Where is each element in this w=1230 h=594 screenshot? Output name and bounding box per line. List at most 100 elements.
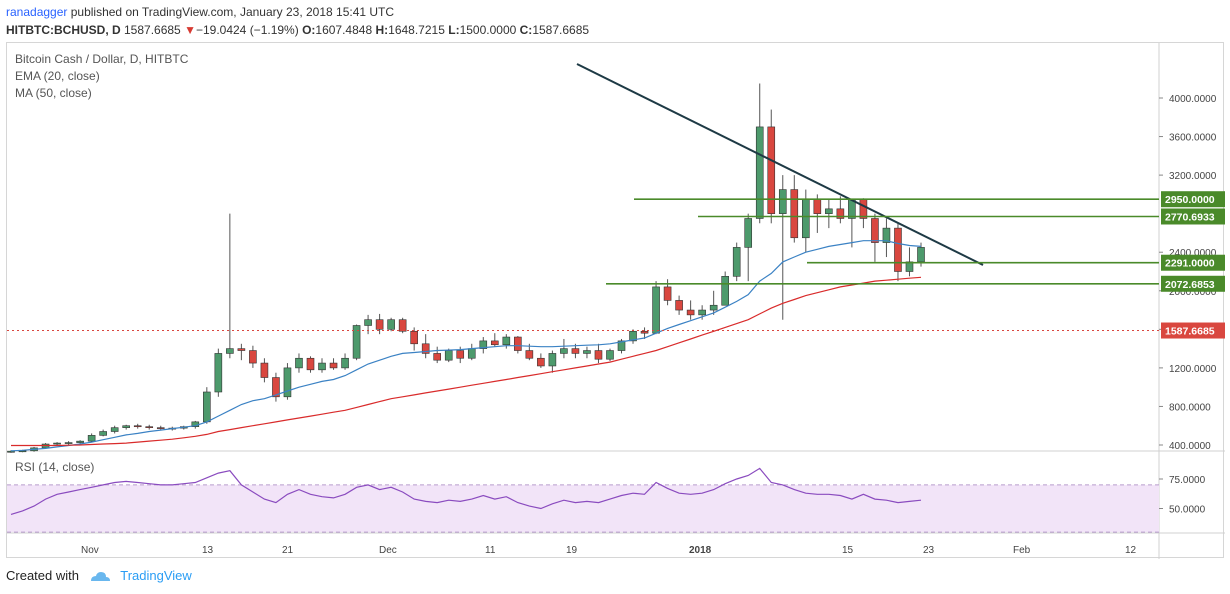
- candle-body: [272, 377, 280, 398]
- chart-legend: Bitcoin Cash / Dollar, D, HITBTC EMA (20…: [15, 51, 188, 102]
- x-tick-label: 13: [202, 545, 214, 556]
- low-value: 1500.0000: [459, 23, 517, 37]
- candle-body: [237, 348, 246, 351]
- candle-body: [732, 247, 741, 277]
- candle-body: [778, 189, 787, 214]
- candle-body: [421, 343, 430, 354]
- candle-body: [917, 247, 925, 263]
- y-tick-label: 1200.0000: [1169, 364, 1217, 375]
- author-link[interactable]: ranadagger: [6, 5, 68, 19]
- open-value: 1607.4848: [315, 23, 373, 37]
- candle-body: [871, 218, 879, 243]
- candle-body: [410, 330, 418, 345]
- candle-body: [341, 357, 349, 369]
- candle-body: [825, 208, 833, 214]
- level-label: 2291.0000: [1165, 258, 1215, 270]
- candle-body: [249, 350, 257, 364]
- high-label: H:: [375, 23, 389, 37]
- level-badge: [1161, 191, 1225, 208]
- level-badge: [1161, 208, 1225, 225]
- x-tick-label: 12: [1125, 545, 1137, 556]
- candle-body: [433, 353, 442, 361]
- candle-body: [7, 450, 15, 453]
- candle-body: [640, 330, 649, 334]
- tradingview-logo-icon[interactable]: [89, 570, 111, 584]
- candle-body: [260, 362, 269, 378]
- y-tick-label: 3200.0000: [1169, 171, 1217, 182]
- candle-body: [698, 309, 706, 316]
- candle-body: [53, 442, 61, 445]
- candle-body: [387, 319, 395, 330]
- level-label: 2950.0000: [1165, 194, 1215, 206]
- candle-body: [456, 350, 465, 359]
- level-badge: [1161, 275, 1225, 292]
- publish-header: ranadagger published on TradingView.com,…: [6, 4, 394, 20]
- candle-body: [894, 227, 902, 272]
- level-label: 2770.6933: [1165, 211, 1215, 223]
- tradingview-link[interactable]: TradingView: [120, 568, 192, 583]
- quote-line: HITBTC:BCHUSD, D 1587.6685 ▼−19.0424 (−1…: [6, 22, 589, 38]
- candle-body: [571, 348, 580, 354]
- x-tick-label: 11: [485, 545, 496, 556]
- candle-body: [560, 348, 568, 354]
- candle-body: [537, 357, 545, 367]
- rsi-tick-label: 75.0000: [1169, 475, 1206, 486]
- candle-body: [663, 286, 672, 301]
- ma-line: [11, 276, 922, 447]
- candle-body: [594, 350, 603, 360]
- last-price-badge: [1161, 322, 1225, 339]
- candle-body: [882, 227, 891, 243]
- rsi-legend: RSI (14, close): [15, 460, 95, 474]
- y-tick-label: 2000.0000: [1169, 287, 1217, 298]
- candle-body: [479, 340, 488, 349]
- candle-body: [686, 309, 695, 316]
- candle-body: [133, 425, 142, 428]
- candle-body: [755, 126, 764, 219]
- candle-body: [514, 336, 522, 351]
- rsi-tick-label: 50.0000: [1169, 505, 1206, 516]
- candle-body: [721, 276, 729, 306]
- close-label: C:: [519, 23, 533, 37]
- last-price-label: 1587.6685: [1165, 326, 1215, 338]
- candle-body: [76, 440, 84, 443]
- x-tick-label: Nov: [81, 545, 99, 556]
- candle-body: [836, 208, 845, 219]
- last-price: 1587.6685: [124, 23, 181, 37]
- change-arrow-icon: ▼: [184, 23, 196, 37]
- candle-body: [525, 350, 534, 359]
- x-tick-label: 15: [842, 545, 854, 556]
- symbol-label: HITBTC:BCHUSD, D: [6, 23, 121, 37]
- y-tick-label: 400.0000: [1169, 441, 1211, 452]
- y-tick-label: 2400.0000: [1169, 248, 1217, 259]
- candle-body: [802, 198, 810, 239]
- candle-body: [652, 286, 660, 334]
- candle-body: [283, 367, 292, 398]
- x-tick-label: 21: [282, 545, 294, 556]
- candle-body: [444, 350, 453, 361]
- candle-body: [295, 357, 303, 369]
- chart-frame[interactable]: 400.0000800.00001200.00001600.00002000.0…: [6, 42, 1225, 559]
- y-tick-label: 3600.0000: [1169, 133, 1217, 144]
- candle-body: [502, 336, 511, 346]
- ma-legend: MA (50, close): [15, 86, 92, 100]
- x-tick-label: 19: [566, 545, 578, 556]
- x-tick-label: 2018: [689, 545, 712, 556]
- candle-body: [214, 353, 223, 393]
- change-value: −19.0424 (−1.19%): [195, 23, 299, 37]
- candle-body: [675, 300, 683, 311]
- candle-body: [156, 427, 165, 429]
- price-chart[interactable]: 400.0000800.00001200.00001600.00002000.0…: [7, 43, 1225, 559]
- high-value: 1648.7215: [388, 23, 445, 37]
- candle-body: [629, 330, 637, 342]
- y-tick-label: 800.0000: [1169, 402, 1211, 413]
- low-label: L:: [448, 23, 460, 37]
- x-tick-label: Dec: [379, 545, 397, 556]
- y-tick-label: 4000.0000: [1169, 94, 1217, 105]
- open-label: O:: [302, 23, 316, 37]
- candle-body: [329, 362, 338, 369]
- candle-body: [467, 348, 476, 359]
- candle-body: [709, 304, 718, 311]
- footer: Created with TradingView: [6, 568, 192, 584]
- candle-body: [203, 391, 211, 423]
- level-badge: [1161, 254, 1225, 271]
